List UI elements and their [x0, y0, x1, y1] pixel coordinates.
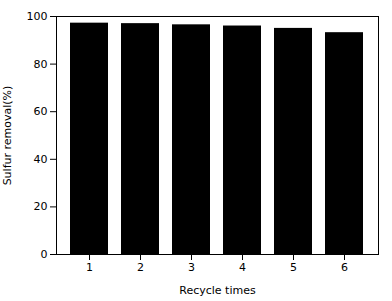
svg-text:60: 60 [34, 105, 48, 118]
svg-text:Sulfur removal(%): Sulfur removal(%) [1, 86, 14, 186]
svg-text:20: 20 [34, 200, 48, 213]
svg-text:4: 4 [239, 261, 246, 274]
svg-text:Recycle times: Recycle times [179, 284, 256, 297]
svg-text:6: 6 [341, 261, 348, 274]
svg-text:40: 40 [34, 153, 48, 166]
svg-text:2: 2 [137, 261, 144, 274]
svg-text:100: 100 [27, 10, 48, 23]
svg-text:80: 80 [34, 58, 48, 71]
svg-text:1: 1 [86, 261, 93, 274]
svg-text:0: 0 [41, 248, 48, 261]
svg-text:3: 3 [188, 261, 195, 274]
svg-text:5: 5 [290, 261, 297, 274]
